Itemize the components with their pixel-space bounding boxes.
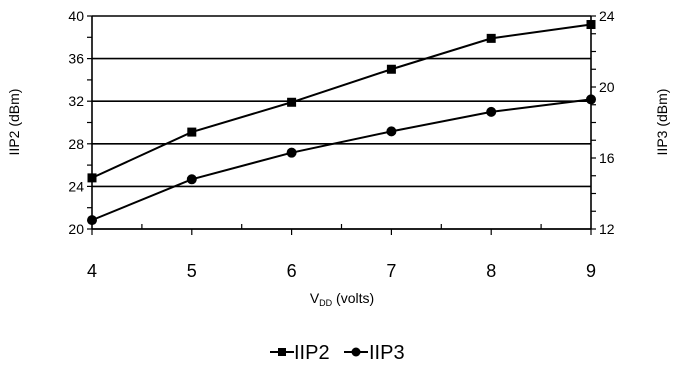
legend-item-iip3: IIP3 bbox=[344, 342, 405, 364]
data-point-iip3 bbox=[586, 94, 596, 105]
y-right-tick-label: 20 bbox=[599, 79, 615, 95]
y-axis-left-label: IIP2 (dBm) bbox=[6, 89, 22, 156]
series-line-iip3 bbox=[91, 98, 592, 222]
y-right-tick-label: 24 bbox=[599, 8, 615, 24]
data-point-iip2 bbox=[287, 97, 297, 107]
data-point-iip3 bbox=[186, 174, 197, 185]
data-point-iip3 bbox=[286, 147, 297, 158]
data-point-iip3 bbox=[386, 126, 397, 137]
y-left-tick-label: 32 bbox=[68, 93, 84, 109]
y-left-tick-label: 20 bbox=[68, 221, 84, 237]
y-axis-right-label: IIP3 (dBm) bbox=[654, 89, 670, 156]
data-point-iip2 bbox=[87, 173, 97, 183]
tick-labels: 20 24 28 32 36 40 12 16 20 24 4 5 6 7 8 9 bbox=[68, 8, 614, 281]
x-tick-label: 5 bbox=[187, 261, 197, 281]
axes bbox=[91, 16, 592, 230]
data-point-iip2 bbox=[486, 33, 496, 43]
legend-iip3-label: IIP3 bbox=[369, 342, 405, 364]
series-layer bbox=[87, 20, 596, 226]
legend: IIP2 IIP3 bbox=[270, 342, 405, 364]
y-left-tick-label: 24 bbox=[68, 178, 84, 194]
x-tick-label: 4 bbox=[87, 261, 97, 281]
legend-iip3-circle-marker bbox=[351, 347, 361, 357]
legend-item-iip2: IIP2 bbox=[270, 342, 330, 364]
tick-marks bbox=[87, 15, 596, 235]
data-point-iip2 bbox=[187, 127, 197, 137]
legend-iip2-square-marker bbox=[278, 348, 286, 356]
x-axis-label-tail: (volts) bbox=[332, 290, 374, 306]
x-axis-label-subscript: DD bbox=[319, 298, 332, 308]
grid-lines bbox=[92, 15, 591, 230]
x-axis-label: VDD (volts) bbox=[310, 290, 374, 308]
x-tick-label: 8 bbox=[486, 261, 496, 281]
x-axis-label-main: V bbox=[310, 290, 320, 306]
y-right-tick-label: 12 bbox=[599, 221, 615, 237]
x-tick-label: 6 bbox=[287, 261, 297, 281]
data-point-iip2 bbox=[386, 64, 396, 74]
y-left-tick-label: 28 bbox=[68, 136, 84, 152]
x-tick-label: 9 bbox=[586, 261, 596, 281]
data-point-iip3 bbox=[87, 215, 97, 226]
y-right-tick-label: 16 bbox=[599, 150, 615, 166]
y-left-tick-label: 40 bbox=[68, 8, 84, 24]
legend-iip2-label: IIP2 bbox=[294, 342, 330, 364]
data-point-iip2 bbox=[586, 20, 596, 30]
series-line-iip2 bbox=[91, 23, 592, 179]
data-point-iip3 bbox=[486, 106, 497, 117]
y-left-tick-label: 36 bbox=[68, 51, 84, 67]
x-tick-label: 7 bbox=[386, 261, 396, 281]
